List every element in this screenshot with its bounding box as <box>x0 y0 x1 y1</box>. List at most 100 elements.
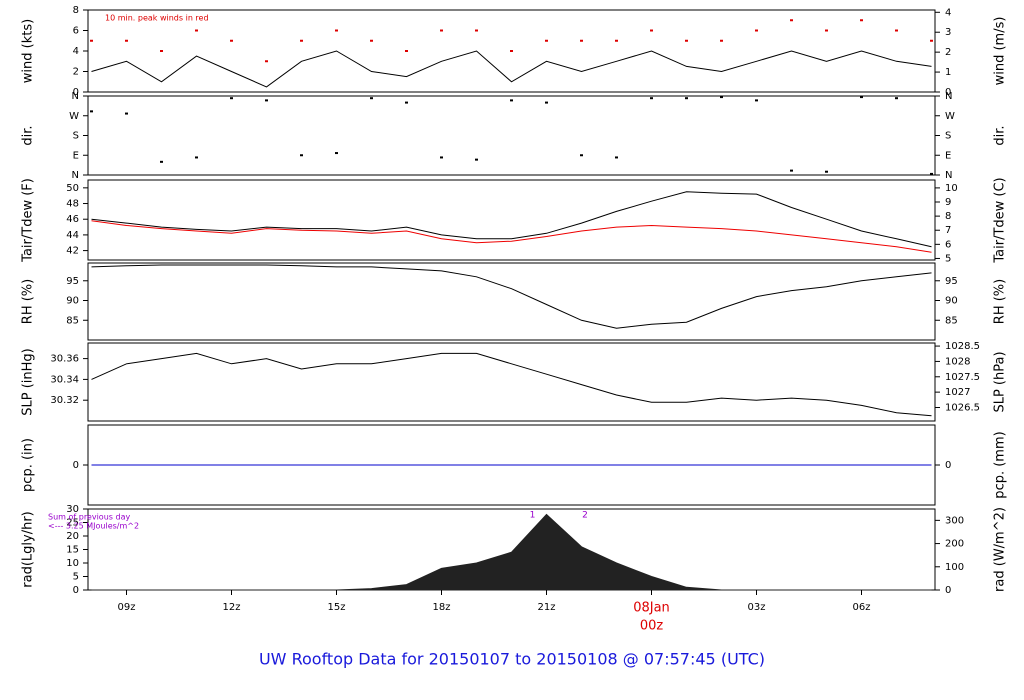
y-tick-label: N <box>72 170 79 181</box>
data-area <box>91 513 932 591</box>
y2-tick-label: 1028 <box>945 356 970 367</box>
data-point <box>685 39 688 42</box>
y2-tick-label: 90 <box>945 296 958 307</box>
y2-tick-label: 1 <box>945 67 951 78</box>
data-point <box>195 156 198 159</box>
data-point <box>475 29 478 32</box>
data-point <box>650 97 653 100</box>
data-line <box>91 264 932 329</box>
y-tick-label: 44 <box>66 230 79 241</box>
data-point <box>615 39 618 42</box>
data-point <box>125 39 128 42</box>
data-point <box>90 39 93 42</box>
y2-tick-label: 0 <box>945 585 951 596</box>
y-tick-label: 90 <box>66 296 79 307</box>
data-point <box>650 29 653 32</box>
y2-axis-label: pcp. (mm) <box>993 431 1008 498</box>
y-tick-label: 4 <box>73 46 79 57</box>
data-point <box>370 39 373 42</box>
marker-label: 2 <box>582 511 588 521</box>
y2-tick-label: 0 <box>945 87 951 98</box>
data-point <box>160 50 163 52</box>
y2-axis-label: SLP (hPa) <box>993 351 1008 412</box>
y2-axis-label: rad (W/m^2) <box>993 507 1008 592</box>
x-tick-label: 21z <box>538 602 556 613</box>
data-point <box>265 60 268 63</box>
data-point <box>720 39 723 42</box>
data-point <box>475 158 478 161</box>
y-axis-label: SLP (inHg) <box>21 348 36 416</box>
panel-frame <box>87 179 936 261</box>
y-tick-label: 30.32 <box>50 395 79 406</box>
y-tick-label: 5 <box>73 572 79 583</box>
data-point <box>615 156 618 159</box>
y-tick-label: 85 <box>66 315 79 326</box>
data-point <box>265 99 268 102</box>
x-tick-label: 12z <box>223 602 241 613</box>
y2-tick-label: W <box>945 111 955 122</box>
y2-tick-label: 100 <box>945 562 964 573</box>
y-axis-label: rad(Lgly/hr) <box>21 511 36 587</box>
data-point <box>440 29 443 32</box>
data-point <box>195 29 198 32</box>
data-point <box>580 39 583 42</box>
data-point <box>825 29 828 32</box>
y-tick-label: 8 <box>73 5 79 16</box>
annotation: <--- 3.25 MJoules/m^2 <box>48 522 139 531</box>
chart-title: UW Rooftop Data for 20150107 to 20150108… <box>259 650 765 669</box>
marker-label: 1 <box>530 511 536 521</box>
x-tick-label: 15z <box>328 602 346 613</box>
x-tick-label: 06z <box>853 602 871 613</box>
y-tick-label: 2 <box>73 67 79 78</box>
x-tick-label: 09z <box>118 602 136 613</box>
y-tick-label: 30.36 <box>50 354 79 365</box>
y-axis-label: RH (%) <box>21 279 36 324</box>
y2-tick-label: 95 <box>945 276 958 287</box>
data-point <box>405 101 408 104</box>
data-point <box>895 97 898 100</box>
y2-tick-label: 9 <box>945 197 951 208</box>
y2-tick-label: 85 <box>945 315 958 326</box>
data-point <box>580 154 583 157</box>
y-tick-label: 48 <box>66 199 79 210</box>
panel-frame <box>87 95 936 176</box>
y2-tick-label: 300 <box>945 515 964 526</box>
y2-tick-label: 200 <box>945 539 964 550</box>
panel-frame <box>87 342 936 422</box>
data-point <box>335 29 338 32</box>
y-tick-label: 15 <box>66 545 79 556</box>
y2-tick-label: 0 <box>945 460 951 471</box>
y-tick-label: 10 <box>66 558 79 569</box>
y2-tick-label: 1027.5 <box>945 372 980 383</box>
data-point <box>790 19 793 22</box>
y-tick-label: 46 <box>66 214 79 225</box>
data-point <box>685 97 688 100</box>
panel-frame <box>87 262 936 341</box>
data-point <box>300 39 303 42</box>
y-tick-label: 25 <box>66 518 79 529</box>
data-point <box>860 96 863 99</box>
y2-axis-label: RH (%) <box>993 279 1008 324</box>
y2-tick-label: 1027 <box>945 387 970 398</box>
y2-tick-label: 4 <box>945 7 951 18</box>
x-date-label: 08Jan <box>633 601 670 616</box>
y-axis-label: dir. <box>21 125 36 145</box>
data-point <box>510 99 513 102</box>
y2-tick-label: 1026.5 <box>945 402 980 413</box>
data-point <box>720 96 723 99</box>
y-tick-label: 6 <box>73 26 79 37</box>
data-point <box>825 170 828 173</box>
data-point <box>405 50 408 52</box>
data-point <box>755 99 758 102</box>
y2-tick-label: 6 <box>945 239 951 250</box>
y-tick-label: 50 <box>66 183 79 194</box>
y2-tick-label: 7 <box>945 225 951 236</box>
data-line <box>91 191 932 248</box>
data-line <box>91 220 932 253</box>
data-line <box>91 352 932 417</box>
data-point <box>790 169 793 172</box>
y-tick-label: 30.34 <box>50 374 79 385</box>
data-point <box>125 112 128 115</box>
y2-tick-label: S <box>945 131 951 142</box>
